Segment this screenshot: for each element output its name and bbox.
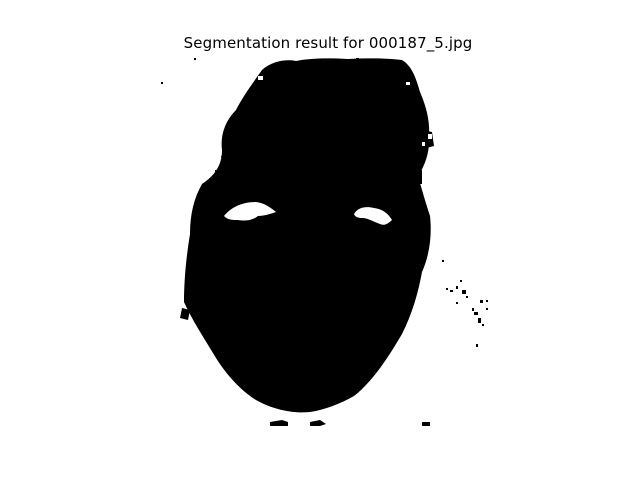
noise-dot — [474, 312, 478, 315]
noise-dot — [472, 308, 474, 311]
noise-dot — [466, 296, 468, 298]
segmentation-image — [160, 58, 496, 426]
mask-hole — [258, 76, 263, 80]
noise-dot — [456, 302, 458, 304]
noise-dot — [462, 290, 466, 294]
mask-hole — [406, 82, 410, 85]
noise-dot — [356, 58, 359, 61]
noise-dot — [446, 288, 448, 290]
noise-dot — [442, 260, 444, 262]
noise-dot — [161, 82, 163, 84]
noise-dot — [478, 318, 481, 323]
noise-dot — [482, 324, 484, 326]
noise-dot — [480, 300, 483, 303]
noise-dot — [476, 344, 478, 347]
mask-hole — [428, 134, 432, 139]
mask-hole — [422, 142, 425, 146]
figure-title: Segmentation result for 000187_5.jpg — [183, 34, 473, 52]
right-eye-highlight — [354, 207, 392, 225]
noise-dot — [486, 300, 488, 302]
noise-dot — [456, 286, 458, 289]
noise-dot — [460, 280, 462, 282]
left-eye-highlight — [224, 202, 276, 221]
head-mask — [184, 58, 431, 413]
noise-dot — [486, 308, 488, 310]
noise-dot — [450, 290, 453, 292]
noise-dot — [194, 58, 196, 60]
segmentation-mask-icon — [160, 58, 496, 426]
bottom-artifact — [270, 420, 430, 426]
